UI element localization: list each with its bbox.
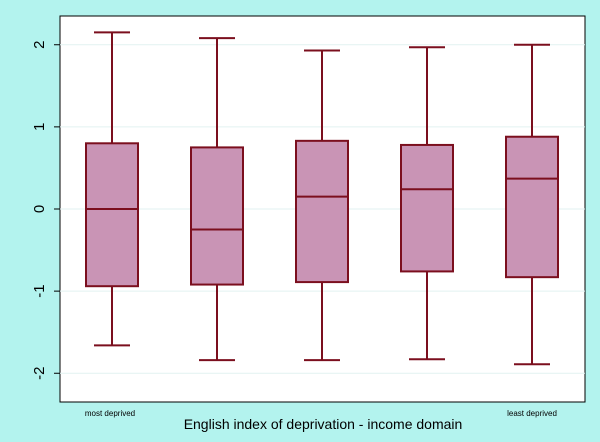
y-axis: -2 -1 0 1 2 <box>31 41 60 380</box>
box-group <box>295 49 349 362</box>
box-group <box>400 46 454 361</box>
y-tick-label: 1 <box>31 123 48 131</box>
box-series <box>85 31 559 366</box>
box-iqr <box>400 143 454 273</box>
box-iqr <box>190 146 244 286</box>
y-tick-label: 2 <box>31 41 48 49</box>
box-group <box>85 31 139 347</box>
box-group <box>190 37 244 362</box>
x-tick-label-left: most deprived <box>85 409 135 418</box>
y-tick-label: -1 <box>31 284 48 297</box>
box-iqr <box>295 139 349 284</box>
x-axis-title: English index of deprivation - income do… <box>184 416 463 432</box>
box-iqr <box>85 142 139 288</box>
x-tick-label-right: least deprived <box>507 409 557 418</box>
y-tick-label: 0 <box>31 205 48 213</box>
box-iqr <box>505 135 559 279</box>
y-tick-label: -2 <box>31 367 48 380</box>
box-group <box>505 43 559 366</box>
